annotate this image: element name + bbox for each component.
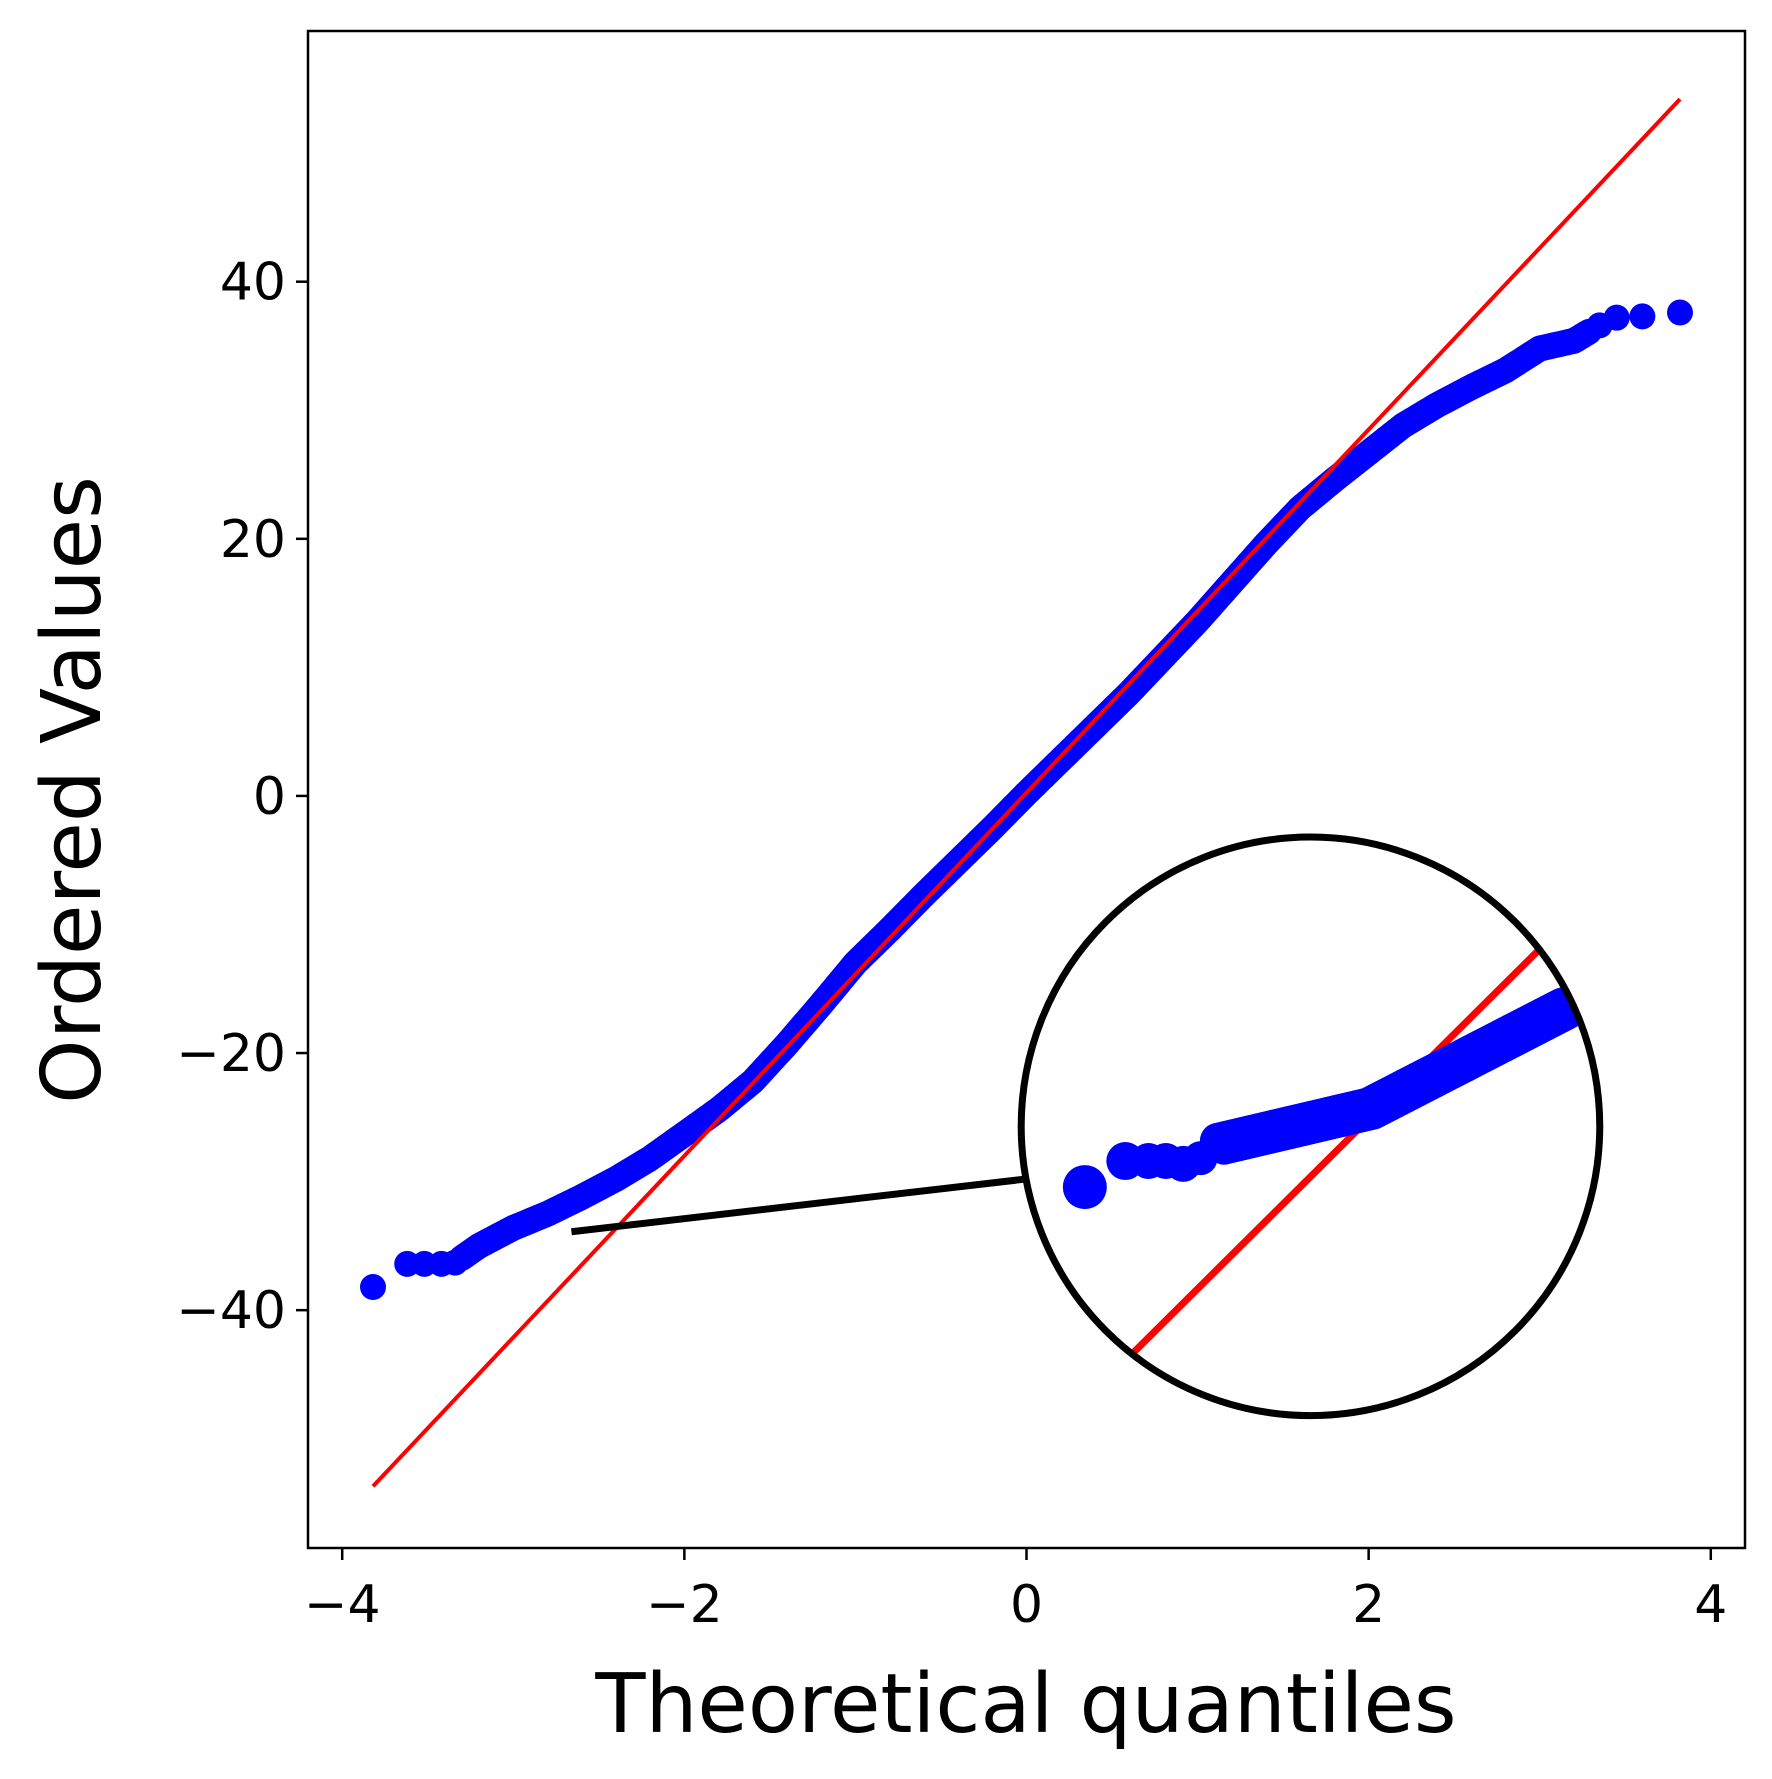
inset-fit-line bbox=[1131, 932, 1556, 1355]
x-axis-label: Theoretical quantiles bbox=[594, 1657, 1456, 1752]
y-tick-label: 0 bbox=[253, 767, 286, 827]
y-axis: −40 −20 0 20 40 bbox=[176, 253, 308, 1341]
inset-point bbox=[1062, 1165, 1107, 1210]
x-tick-label: 0 bbox=[1010, 1575, 1043, 1635]
inset-connector bbox=[571, 1175, 1024, 1236]
x-tick-label: 2 bbox=[1352, 1575, 1385, 1635]
data-point bbox=[1603, 304, 1630, 331]
y-tick-label: −40 bbox=[176, 1281, 286, 1341]
data-point bbox=[1666, 299, 1693, 326]
data-point bbox=[360, 1274, 387, 1301]
fit-line bbox=[371, 97, 1682, 1488]
x-axis: −4 −2 0 2 4 bbox=[304, 1548, 1727, 1635]
x-tick-label: −4 bbox=[304, 1575, 381, 1635]
data-point bbox=[1575, 318, 1602, 345]
zoom-inset bbox=[571, 833, 1604, 1420]
inset-content bbox=[1062, 932, 1583, 1355]
x-tick-label: 4 bbox=[1694, 1575, 1727, 1635]
inset-border bbox=[1017, 833, 1604, 1420]
y-axis-label: Ordered Values bbox=[25, 476, 120, 1104]
y-tick-label: 40 bbox=[220, 253, 286, 313]
y-tick-label: 20 bbox=[220, 510, 286, 570]
data-point bbox=[1629, 303, 1656, 330]
x-tick-label: −2 bbox=[646, 1575, 723, 1635]
y-tick-label: −20 bbox=[176, 1024, 286, 1084]
